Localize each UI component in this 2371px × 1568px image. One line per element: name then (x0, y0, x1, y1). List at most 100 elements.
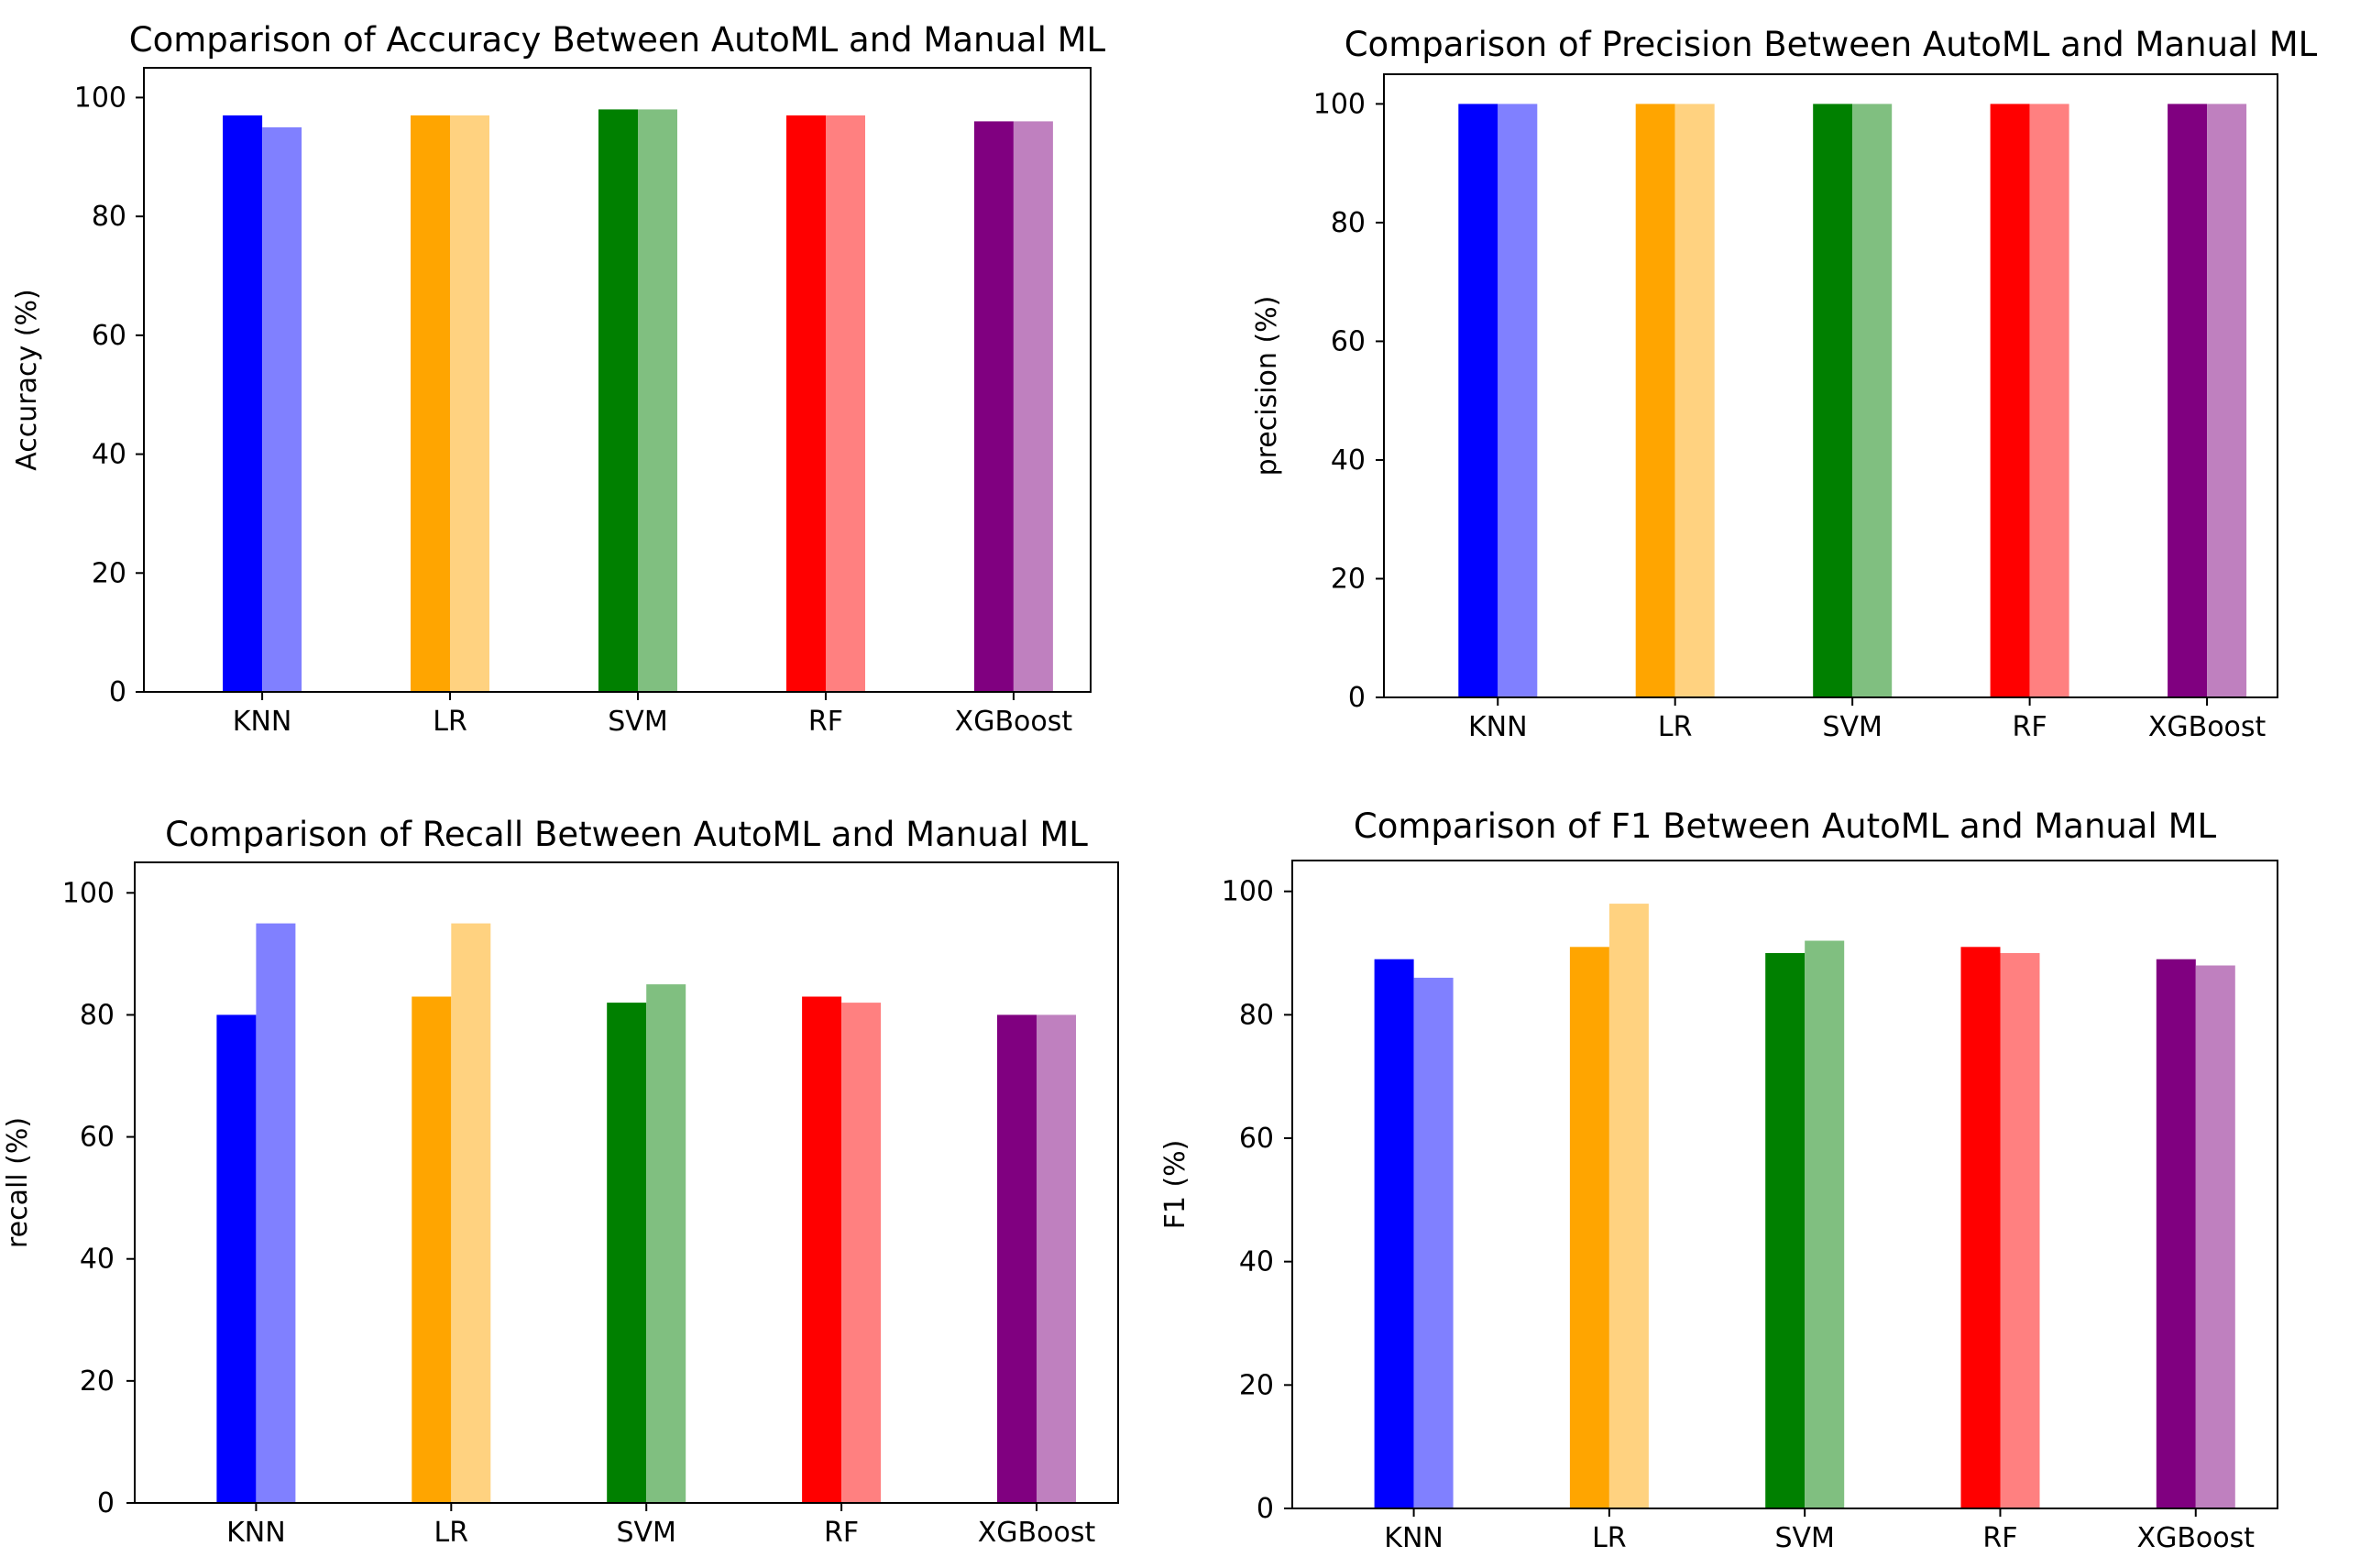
bar-svm-manual-ml (646, 984, 686, 1503)
bar-svm-manual-ml (1852, 104, 1893, 697)
y-axis-label: F1 (%) (1159, 1140, 1191, 1230)
y-tick-label: 60 (1239, 1123, 1274, 1155)
x-tick-label-xgboost: XGBoost (2148, 711, 2267, 743)
bar-knn-manual-ml (1413, 977, 1454, 1508)
bar-lr-manual-ml (450, 115, 489, 692)
plot-frame (134, 861, 1119, 1504)
y-tick-label: 40 (1239, 1246, 1274, 1278)
bar-lr-automl (1635, 104, 1675, 697)
bar-rf-manual-ml (2000, 953, 2040, 1508)
x-tick-label-knn: KNN (1384, 1522, 1443, 1554)
y-tick-label: 0 (109, 676, 126, 708)
y-tick-label: 0 (97, 1487, 115, 1519)
y-axis-label: precision (%) (1251, 296, 1283, 477)
plot-frame (143, 67, 1092, 693)
bar-rf-automl (1960, 947, 2001, 1508)
bar-rf-automl (1990, 104, 2030, 697)
bar-knn-manual-ml (262, 126, 302, 692)
bar-xgboost-automl (997, 1014, 1037, 1503)
chart-title: Comparison of Precision Between AutoML a… (1345, 25, 2318, 64)
chart-panel-2: 0 20 40 60 80 100 KNN LR SVM RF XGBoost Comparison … (1251, 25, 2318, 743)
y-tick-label: 80 (80, 999, 115, 1031)
bar-svm-automl (1765, 953, 1806, 1508)
bar-svm-manual-ml (638, 109, 677, 692)
bar-knn-manual-ml (1498, 104, 1538, 697)
bar-rf-manual-ml (841, 1003, 882, 1503)
x-tick-label-lr: LR (1592, 1522, 1627, 1554)
x-tick-label-svm: SVM (608, 706, 667, 738)
x-tick-label-svm: SVM (1774, 1522, 1834, 1554)
x-tick-label-lr: LR (434, 1517, 469, 1549)
y-tick-label: 100 (74, 82, 126, 114)
y-tick-label: 80 (1331, 207, 1366, 239)
x-tick-label-svm: SVM (1822, 711, 1882, 743)
bar-knn-manual-ml (256, 923, 296, 1503)
bar-svm-automl (598, 109, 638, 692)
bar-xgboost-manual-ml (2207, 104, 2247, 697)
bar-svm-automl (607, 1003, 647, 1503)
bar-knn-automl (216, 1014, 257, 1503)
bar-lr-automl (411, 115, 450, 692)
chart-panel-3: 0 20 40 60 80 100 KNN LR SVM RF XGBoost Comparison … (2, 815, 1119, 1549)
plot-frame (1291, 860, 2278, 1509)
bar-xgboost-automl (2156, 959, 2196, 1508)
bar-lr-automl (1569, 947, 1609, 1508)
bar-xgboost-manual-ml (1013, 121, 1053, 692)
y-tick-label: 20 (1331, 563, 1366, 595)
bar-xgboost-manual-ml (2195, 965, 2235, 1508)
chart-panel-4: 0 20 40 60 80 100 KNN LR SVM RF XGBoost Comparison … (1159, 806, 2278, 1554)
x-tick-label-knn: KNN (226, 1517, 286, 1549)
bar-rf-manual-ml (826, 115, 865, 692)
bar-rf-automl (786, 115, 826, 692)
y-tick-label: 100 (1313, 88, 1366, 120)
x-tick-label-rf: RF (824, 1517, 859, 1549)
chart-title: Comparison of Accuracy Between AutoML an… (129, 20, 1106, 60)
y-tick-label: 40 (1331, 444, 1366, 477)
bar-knn-automl (223, 115, 263, 692)
y-axis-label: Accuracy (%) (11, 289, 43, 470)
bar-xgboost-automl (973, 121, 1014, 692)
y-tick-label: 20 (80, 1365, 115, 1398)
y-tick-label: 60 (1331, 325, 1366, 357)
bar-lr-manual-ml (1608, 904, 1649, 1508)
x-tick-label-lr: LR (1658, 711, 1693, 743)
x-tick-label-xgboost: XGBoost (2137, 1522, 2256, 1554)
bar-xgboost-manual-ml (1037, 1014, 1076, 1503)
x-tick-label-xgboost: XGBoost (955, 706, 1073, 738)
x-tick-label-lr: LR (433, 706, 467, 738)
bar-lr-automl (412, 996, 452, 1503)
bar-rf-automl (802, 996, 842, 1503)
y-tick-label: 0 (1257, 1493, 1274, 1525)
bar-knn-automl (1374, 959, 1414, 1508)
x-tick-label-rf: RF (2013, 711, 2047, 743)
plot-frame (1383, 73, 2278, 698)
y-tick-label: 80 (92, 201, 126, 233)
chart-title: Comparison of Recall Between AutoML and … (165, 815, 1088, 854)
x-tick-label-rf: RF (808, 706, 843, 738)
chart-title: Comparison of F1 Between AutoML and Manu… (1354, 806, 2217, 846)
x-tick-label-xgboost: XGBoost (978, 1517, 1096, 1549)
bar-svm-automl (1813, 104, 1853, 697)
y-tick-label: 80 (1239, 999, 1274, 1031)
chart-panel-1: 0 20 40 60 80 100 KNN LR SVM RF XGBoost Comparison … (11, 20, 1106, 738)
bar-xgboost-automl (2168, 104, 2208, 697)
bar-svm-manual-ml (1805, 940, 1845, 1508)
y-tick-label: 100 (62, 877, 115, 909)
y-tick-label: 20 (92, 557, 126, 589)
bar-lr-manual-ml (1674, 104, 1715, 697)
bar-lr-manual-ml (451, 923, 491, 1503)
y-tick-label: 60 (92, 320, 126, 352)
y-tick-label: 20 (1239, 1369, 1274, 1401)
y-tick-label: 0 (1348, 682, 1366, 714)
x-tick-label-knn: KNN (1468, 711, 1528, 743)
y-axis-label: recall (%) (2, 1117, 34, 1248)
bar-rf-manual-ml (2029, 104, 2069, 697)
y-tick-label: 40 (80, 1244, 115, 1276)
y-tick-label: 40 (92, 439, 126, 471)
x-tick-label-rf: RF (1982, 1522, 2017, 1554)
x-tick-label-svm: SVM (616, 1517, 675, 1549)
y-tick-label: 100 (1222, 876, 1274, 908)
bar-knn-automl (1458, 104, 1498, 697)
x-tick-label-knn: KNN (233, 706, 292, 738)
